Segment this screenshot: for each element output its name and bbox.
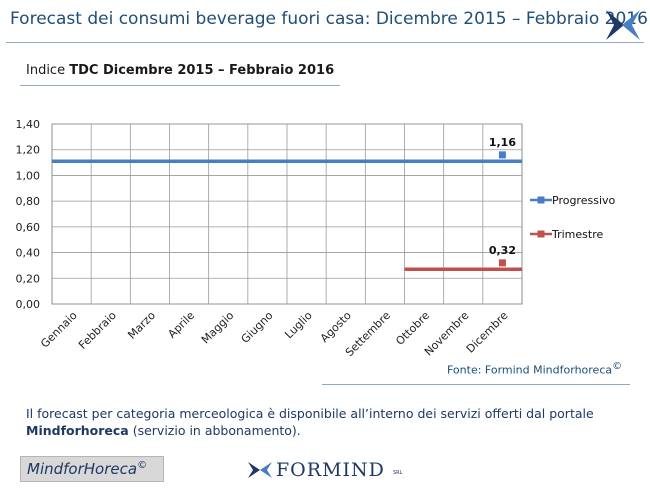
x-tick-label: Gennaio [38,309,80,351]
header-divider [6,42,644,43]
chart-grid [51,123,523,305]
y-tick-label: 0,40 [16,247,41,260]
y-tick-label: 1,00 [16,169,41,182]
legend-label: Progressivo [552,194,616,207]
copyright-mark: © [612,361,623,372]
y-tick-label: 0,00 [16,298,41,311]
x-tick-label: Maggio [199,309,237,347]
formind-arrows-icon [248,462,272,478]
brand-badge: MindforHoreca© [20,456,164,482]
page-title: Forecast dei consumi beverage fuori casa… [10,9,648,29]
x-tick-label: Marzo [125,309,158,342]
tdc-chart: 0,00 0,20 0,40 0,60 0,80 1,00 1,20 1,40 Gennaio… [16,118,616,359]
chart-subtitle-box: Indice TDC Dicembre 2015 – Febbraio 2016 [20,57,340,86]
x-tick-label: Luglio [282,309,315,342]
series-point [498,259,506,267]
y-tick-label: 0,20 [16,272,41,285]
y-tick-label: 0,80 [16,195,41,208]
x-tick-label: Dicembre [464,309,511,356]
chart-series: 1,16 0,32 [52,136,522,272]
footer-logo-srl: SRL [393,470,403,476]
brand-name-text: MindforHoreca [27,460,138,478]
brand-copyright-mark: © [137,460,148,471]
legend-marker [537,230,545,238]
subtitle-divider [20,85,340,86]
y-tick-label: 1,40 [16,118,41,131]
chart-subtitle: Indice TDC Dicembre 2015 – Febbraio 2016 [26,63,334,78]
data-label: 0,32 [489,244,516,257]
chart-subtitle-prefix: Indice [26,63,70,78]
x-tick-label: Febbraio [76,309,119,352]
series-point [498,151,506,159]
chart-source: Fonte: Formind Mindforhoreca© [447,361,622,377]
formind-logo-icon [606,10,640,40]
legend-marker [537,196,545,204]
y-tick-label: 0,60 [16,221,41,234]
legend-label: Trimestre [551,228,603,241]
footnote: Il forecast per categoria merceologica è… [26,405,626,439]
y-tick-label: 1,20 [16,144,41,157]
data-label: 1,16 [489,136,516,149]
x-tick-label: Aprile [165,309,197,341]
y-axis-ticks: 0,00 0,20 0,40 0,60 0,80 1,00 1,20 1,40 [16,118,41,311]
chart-subtitle-period: TDC Dicembre 2015 – Febbraio 2016 [69,63,335,78]
footnote-line1: Il forecast per categoria merceologica è… [26,406,594,421]
x-tick-label: Ottobre [393,309,432,348]
x-tick-label: Agosto [318,309,354,345]
source-divider [322,384,630,385]
footnote-portal-name: Mindforhoreca [26,423,129,438]
footer-logo-text: FORMIND [276,459,385,481]
brand-name: MindforHoreca© [27,460,147,478]
chart-legend: Progressivo Trimestre [530,194,616,241]
x-tick-label: Giugno [239,309,276,346]
footer-logo: FORMIND SRL [246,458,426,482]
footnote-rest: (servizio in abbonamento). [128,423,301,438]
chart-source-text: Fonte: Formind Mindforhoreca [447,363,613,377]
